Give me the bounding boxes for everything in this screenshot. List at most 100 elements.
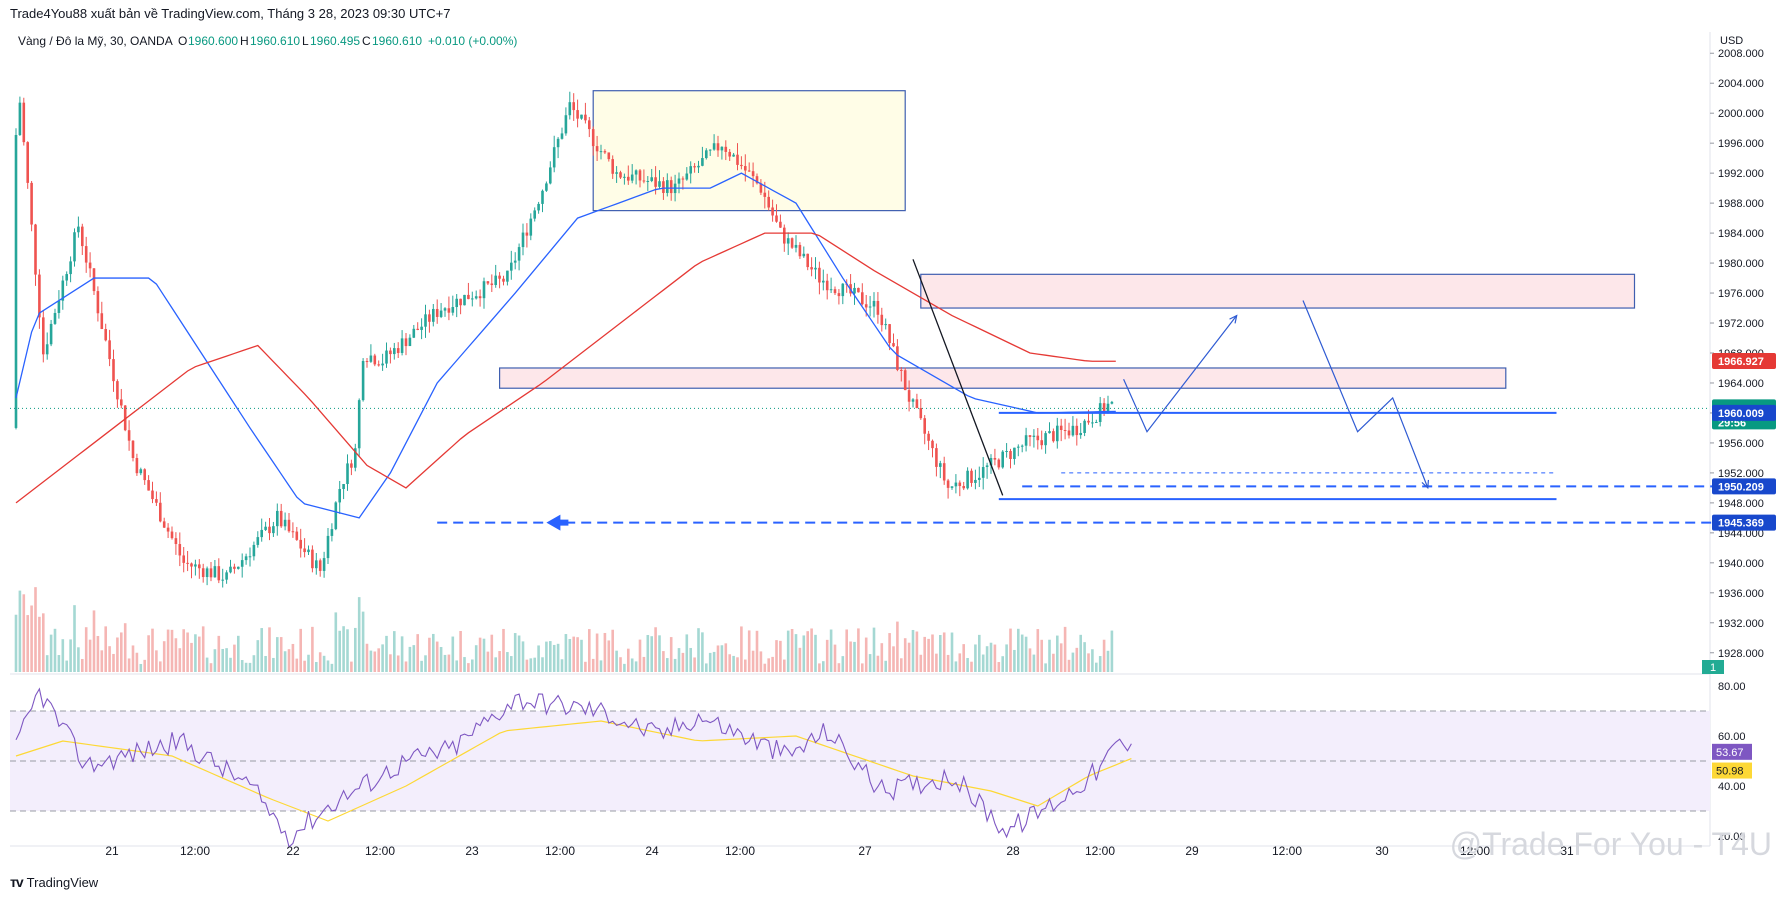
candle — [139, 467, 143, 476]
candle — [209, 562, 213, 582]
candle — [318, 558, 322, 577]
time-tick-label: 28 — [1006, 844, 1020, 858]
ema-slow-tag-bg — [1712, 353, 1776, 370]
tradingview-logo[interactable]: ᴛᴠ TradingView — [10, 874, 98, 890]
candle — [295, 526, 299, 541]
candle-body — [1067, 430, 1071, 436]
candle-body — [155, 499, 158, 503]
candle-body — [763, 192, 767, 197]
candle — [350, 459, 353, 476]
volume-bar — [1036, 629, 1040, 672]
candle — [705, 148, 708, 160]
volume-bar — [919, 654, 923, 672]
volume-bar — [151, 628, 154, 672]
candle-body — [747, 170, 751, 172]
candle-body — [533, 210, 536, 219]
volume-bar — [525, 659, 529, 672]
candle — [151, 481, 154, 504]
candle — [100, 301, 104, 330]
rsi-tick-label: 20.00 — [1718, 831, 1746, 843]
volume-bar — [400, 636, 404, 672]
candle — [950, 486, 954, 490]
volume-bar — [455, 660, 458, 672]
volume-bar — [853, 641, 856, 672]
candle — [615, 166, 618, 183]
candle — [783, 224, 786, 252]
candle — [248, 547, 252, 567]
rsi-ma-tag-text: 50.98 — [1716, 766, 1744, 778]
volume-bar — [728, 654, 731, 672]
candle — [42, 310, 45, 363]
volume-bar — [685, 634, 689, 672]
publish-line: Trade4You88 xuất bản về TradingView.com,… — [10, 6, 451, 21]
candle — [459, 298, 462, 315]
candle — [849, 274, 852, 297]
volume-bar — [361, 611, 365, 672]
candle — [681, 176, 685, 190]
candle-body — [116, 381, 119, 400]
volume-bar — [57, 655, 61, 672]
candle — [287, 512, 291, 533]
candle — [57, 290, 61, 319]
volume-bar — [997, 662, 1001, 672]
legend-symbol[interactable]: Vàng / Đô la Mỹ, 30, OANDA — [18, 34, 173, 48]
candle — [424, 304, 427, 338]
legend-open: 1960.600 — [188, 34, 238, 48]
candle — [708, 149, 712, 156]
candle-body — [814, 267, 817, 270]
volume-bar — [900, 658, 903, 672]
volume-bar — [326, 660, 330, 672]
volume-bar — [864, 637, 868, 672]
candle — [432, 304, 435, 327]
candle — [490, 274, 494, 293]
candle — [252, 541, 256, 561]
candle — [923, 415, 926, 445]
candle-body — [978, 477, 981, 480]
candle — [1059, 418, 1063, 442]
candle — [26, 141, 29, 189]
candle-body — [1063, 430, 1067, 432]
candle — [724, 140, 728, 161]
candle-body — [560, 133, 564, 139]
tradingview-logo-text: TradingView — [26, 874, 99, 890]
volume-bar — [69, 639, 72, 672]
candle-body — [681, 178, 685, 180]
volume-bar — [315, 662, 318, 672]
candle — [958, 480, 962, 497]
candle — [814, 257, 817, 280]
volume-bar — [1106, 650, 1110, 672]
candle-body — [22, 102, 26, 143]
candle — [237, 566, 240, 570]
volume-bar — [486, 651, 490, 672]
volume-bar — [611, 629, 614, 672]
volume-bar — [248, 662, 252, 672]
volume-bar — [174, 638, 178, 672]
candle-body — [34, 224, 37, 275]
candle-body — [630, 174, 634, 181]
volume-bar — [724, 643, 728, 672]
candle-body — [1024, 435, 1028, 446]
price-tick-label: 1936.000 — [1718, 588, 1764, 600]
volume-bar — [127, 658, 131, 672]
candle — [911, 398, 915, 408]
volume-bar — [510, 656, 513, 672]
price-tick-label: 1964.000 — [1718, 378, 1764, 390]
volume-bar — [100, 650, 104, 672]
candle — [283, 512, 287, 531]
volume-bar — [22, 594, 26, 672]
volume-bar — [357, 597, 361, 672]
candle-body — [139, 469, 143, 474]
candle-body — [806, 253, 809, 268]
candle-body — [588, 120, 591, 130]
candle-body — [872, 300, 876, 307]
candle-body — [510, 262, 513, 271]
candle — [1091, 412, 1094, 428]
candle-body — [619, 172, 622, 178]
volume-bar — [705, 663, 708, 672]
candle — [595, 135, 599, 162]
volume-bar — [588, 629, 591, 672]
candle-body — [338, 489, 341, 503]
candle-body — [490, 283, 494, 286]
candle — [884, 318, 887, 330]
